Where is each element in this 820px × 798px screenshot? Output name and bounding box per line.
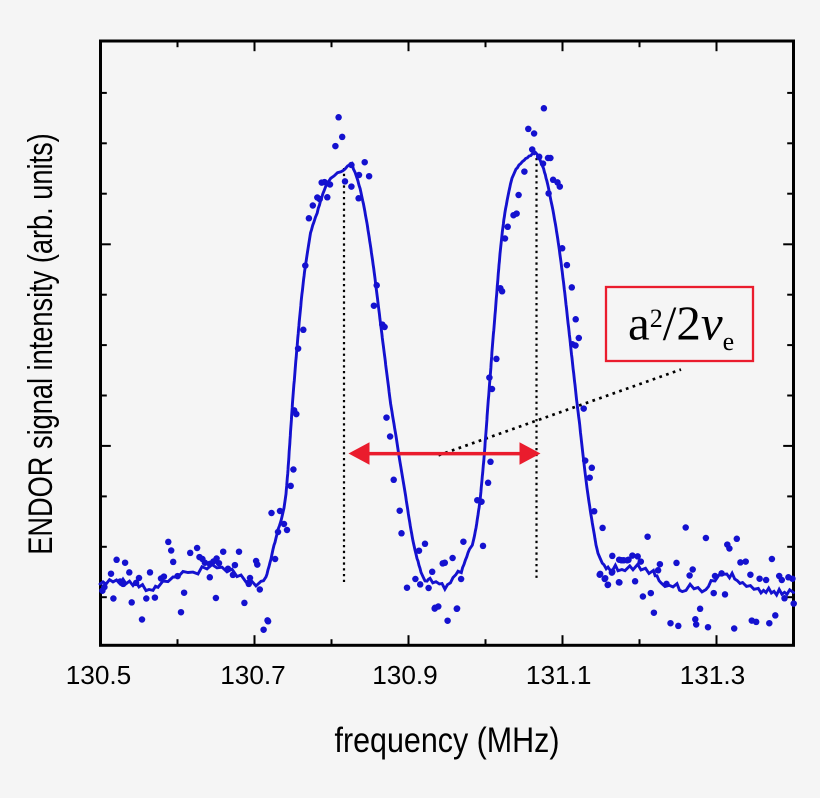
svg-text:frequency (MHz): frequency (MHz) (335, 720, 560, 759)
svg-text:131.3: 131.3 (680, 660, 746, 690)
svg-text:a2/2νe: a2/2νe (628, 296, 734, 357)
svg-text:130.7: 130.7 (220, 660, 286, 690)
svg-text:130.5: 130.5 (66, 660, 132, 690)
svg-text:131.1: 131.1 (526, 660, 592, 690)
svg-text:ENDOR signal intensity (arb. u: ENDOR signal intensity (arb. units) (21, 133, 60, 554)
svg-text:130.9: 130.9 (372, 660, 438, 690)
